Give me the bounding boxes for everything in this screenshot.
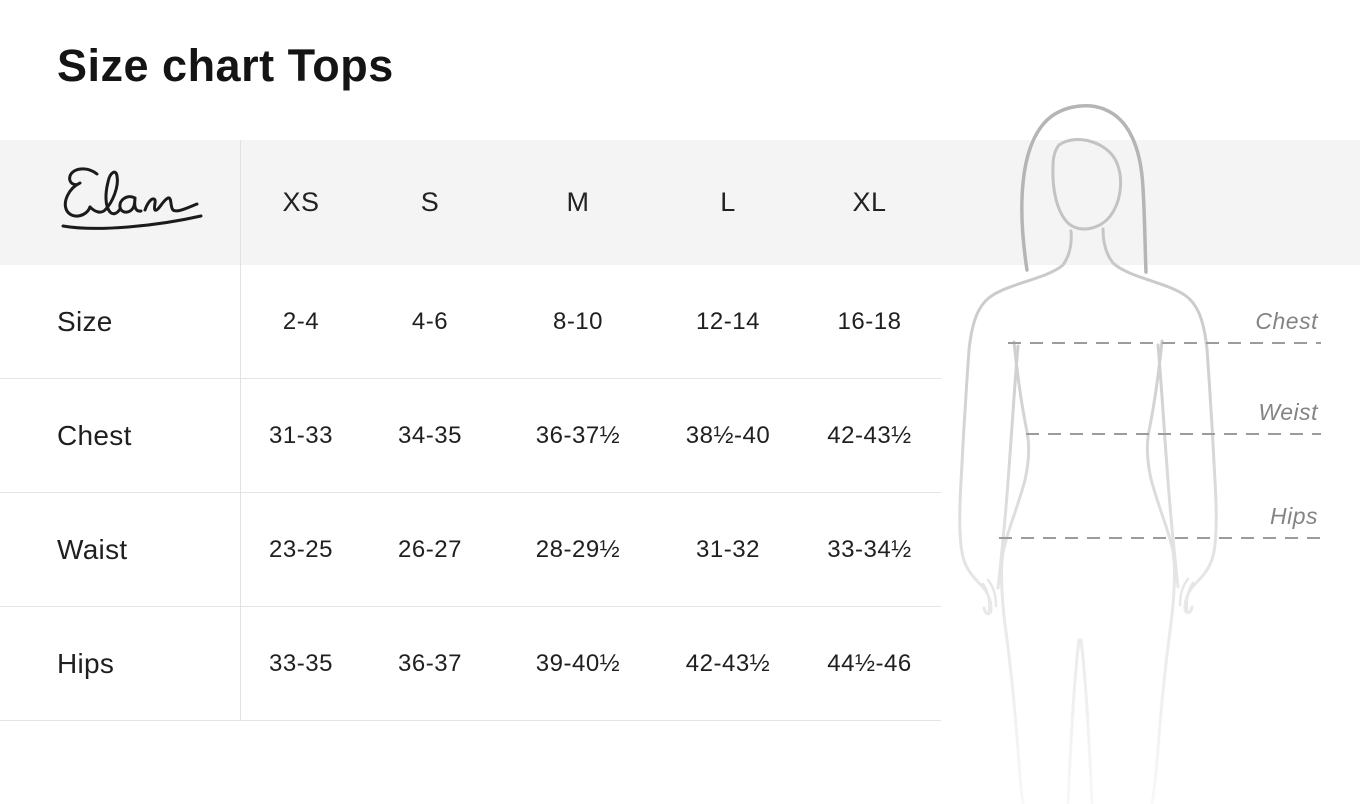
row-label-hips: Hips	[57, 647, 115, 679]
inner-leg-left	[1066, 638, 1081, 804]
left-hand-fingers	[981, 578, 998, 614]
body-outline-illustration	[958, 103, 1218, 804]
cell-waist-m: 28-29½	[535, 535, 621, 563]
measure-line-waist	[1026, 433, 1321, 435]
measure-label-chest: Chest	[1255, 308, 1318, 334]
cell-waist-xl: 33-34½	[827, 535, 912, 563]
brand-logo-cell	[0, 164, 240, 242]
right-torso-leg	[1145, 339, 1176, 804]
column-header-l: L	[720, 187, 736, 217]
page-title: Size chart Tops	[57, 40, 394, 91]
cell-hips-l: 42-43½	[685, 649, 771, 677]
cell-waist-l: 31-32	[696, 535, 760, 563]
cell-chest-xl: 42-43½	[827, 421, 912, 449]
face-outline	[1051, 138, 1123, 231]
measure-line-chest	[1008, 342, 1321, 344]
table-header-row: XS S M L XL	[0, 140, 941, 265]
cell-hips-s: 36-37	[398, 649, 462, 677]
cell-size-s: 4-6	[411, 307, 449, 335]
cell-chest-l: 38½-40	[685, 421, 771, 449]
cell-waist-s: 26-27	[398, 535, 462, 563]
right-inner-arm	[1156, 343, 1180, 589]
column-header-m: M	[566, 187, 590, 217]
table-row-hips: Hips 33-35 36-37 39-40½ 42-43½ 44½-46	[0, 607, 941, 721]
measure-line-hips	[999, 537, 1321, 539]
neck-right	[1101, 227, 1115, 265]
row-label-size: Size	[57, 305, 113, 337]
measure-label-hips: Hips	[1269, 503, 1318, 529]
cell-chest-s: 34-35	[398, 421, 462, 449]
table-row-size: Size 2-4 4-6 8-10 12-14 16-18	[0, 265, 941, 379]
cell-hips-xl: 44½-46	[827, 649, 912, 677]
right-hand-fingers	[1178, 577, 1195, 613]
cell-waist-xs: 23-25	[269, 535, 333, 563]
size-table: XS S M L XL Size 2-4 4-6 8-10 12-14 16-1…	[0, 140, 941, 721]
cell-chest-xs: 31-33	[269, 421, 333, 449]
neck-left	[1061, 229, 1073, 267]
hair-outline	[1020, 103, 1148, 274]
left-torso-leg	[1000, 340, 1031, 804]
row-label-waist: Waist	[57, 533, 128, 565]
cell-hips-m: 39-40½	[535, 649, 621, 677]
table-header-band	[0, 140, 1360, 265]
brand-logo-icon	[61, 167, 203, 230]
table-vertical-divider	[240, 140, 241, 721]
column-header-xl: XL	[852, 187, 887, 217]
cell-size-xs: 2-4	[282, 307, 320, 335]
cell-chest-m: 36-37½	[535, 421, 621, 449]
measure-label-waist: Weist	[1258, 399, 1318, 425]
left-inner-arm	[996, 344, 1020, 590]
cell-size-xl: 16-18	[837, 307, 902, 335]
table-row-waist: Waist 23-25 26-27 28-29½ 31-32 33-34½	[0, 493, 941, 607]
cell-size-m: 8-10	[552, 307, 604, 335]
cell-size-l: 12-14	[696, 307, 760, 335]
column-header-xs: XS	[282, 187, 320, 217]
row-label-chest: Chest	[57, 419, 132, 451]
cell-hips-xs: 33-35	[269, 649, 333, 677]
column-header-s: S	[420, 187, 440, 217]
inner-leg-right	[1079, 638, 1094, 804]
table-row-chest: Chest 31-33 34-35 36-37½ 38½-40 42-43½	[0, 379, 941, 493]
